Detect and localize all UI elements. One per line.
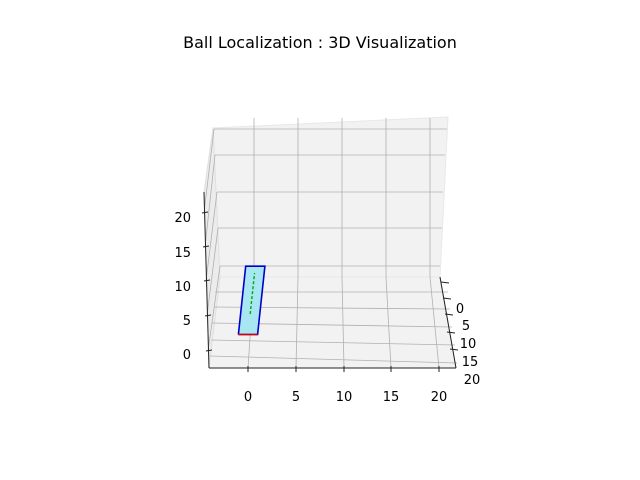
z-tick-mark xyxy=(202,245,210,248)
y-tick-mark xyxy=(444,313,454,316)
grid-line-z-side xyxy=(206,227,219,317)
x-tick-label: 0 xyxy=(244,390,252,405)
y-tick-label: 15 xyxy=(462,355,479,370)
x-tick-label: 15 xyxy=(383,390,400,405)
ball-fill xyxy=(238,266,265,335)
z-tick-mark xyxy=(204,314,212,317)
z-tick-mark xyxy=(205,349,213,352)
back-pane xyxy=(212,116,449,278)
y-tick-mark xyxy=(442,297,452,300)
tick-labels: 0 5 10 15 20 0 5 10 15 20 0 5 10 15 20 xyxy=(174,211,480,405)
grid-line-z-side xyxy=(207,265,221,352)
z-axis-line xyxy=(203,191,210,369)
z-tick-mark xyxy=(203,279,211,282)
grid-line-y-floor xyxy=(209,355,458,364)
x-tick-label: 10 xyxy=(336,390,353,405)
y-tick-mark xyxy=(446,331,456,334)
data-marks xyxy=(237,265,266,336)
y-tick-label: 0 xyxy=(456,302,464,317)
grid-line-z-side xyxy=(205,191,218,282)
x-tick-label: 5 xyxy=(292,390,300,405)
grid-line-y-floor xyxy=(210,339,456,346)
y-tick-label: 10 xyxy=(460,337,477,352)
grid-line-z-side xyxy=(203,128,215,214)
y-tick-label: 5 xyxy=(462,319,470,334)
z-tick-mark xyxy=(201,211,209,214)
y-axis-line xyxy=(439,276,457,369)
y-tick-mark xyxy=(440,281,450,284)
ball-center-line xyxy=(249,272,256,315)
y-tick-label: 20 xyxy=(464,373,481,388)
z-tick-label: 15 xyxy=(174,246,191,261)
y-tick-mark xyxy=(449,348,459,351)
chart-title: Ball Localization : 3D Visualization xyxy=(183,33,457,52)
z-tick-label: 20 xyxy=(174,211,191,226)
axis-lines xyxy=(203,191,457,369)
tick-marks xyxy=(201,211,459,372)
z-tick-label: 10 xyxy=(174,280,191,295)
z-tick-label: 5 xyxy=(183,314,191,329)
axis-panes xyxy=(203,116,457,369)
x-tick-label: 20 xyxy=(431,390,448,405)
z-tick-label: 0 xyxy=(183,348,191,363)
grid-line-z-side xyxy=(204,154,216,248)
